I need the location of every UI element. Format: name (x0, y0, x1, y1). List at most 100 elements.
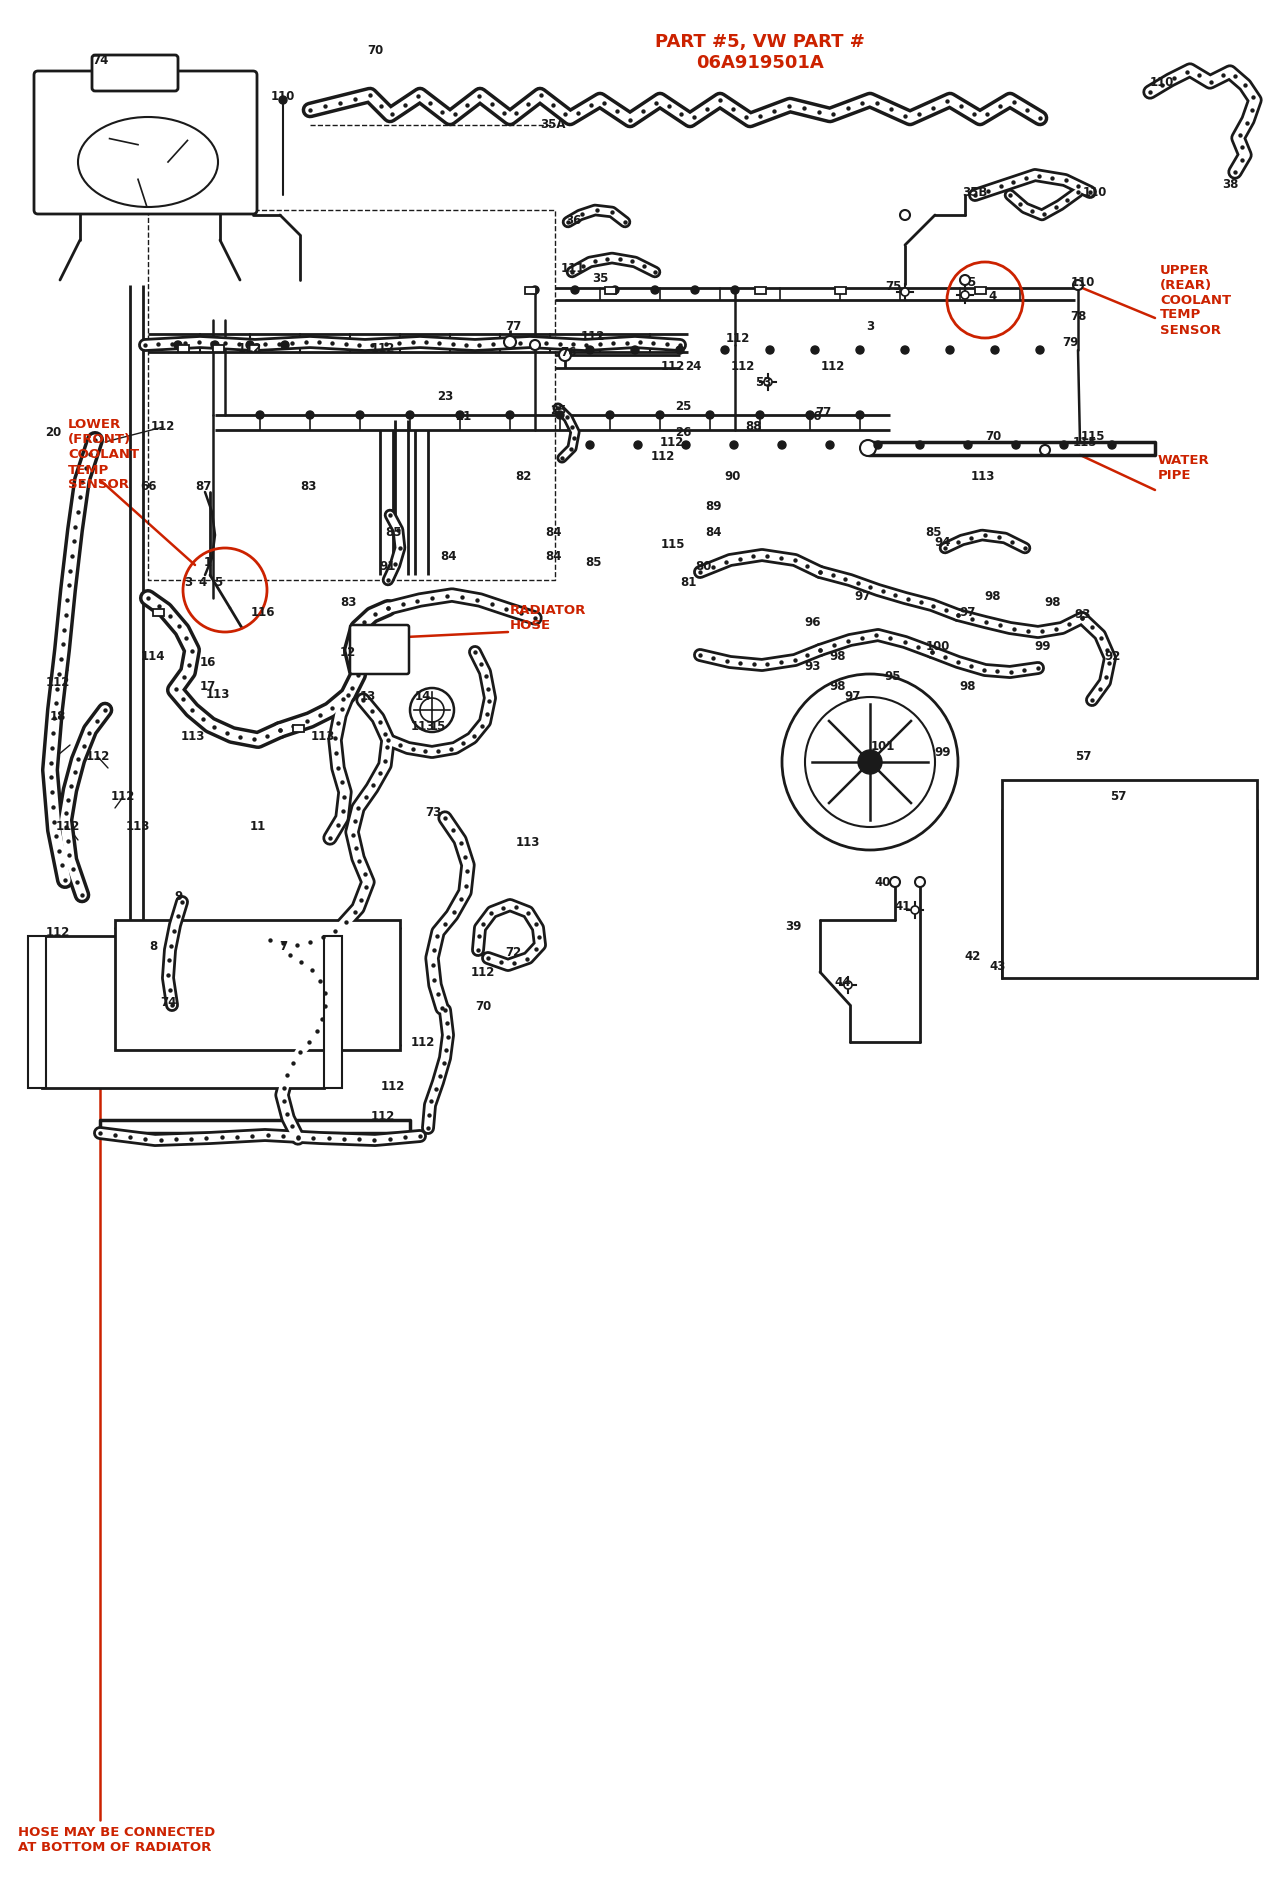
Point (573, 251, 593, 281)
Text: 17: 17 (200, 681, 216, 694)
Point (656, 328, 677, 358)
Text: 42: 42 (964, 951, 981, 964)
Circle shape (559, 349, 570, 360)
Point (977, 98, 998, 128)
Point (407, 585, 427, 615)
Circle shape (766, 345, 774, 355)
Circle shape (691, 287, 700, 294)
Circle shape (911, 905, 920, 915)
Point (148, 330, 169, 360)
Text: 112: 112 (381, 1081, 405, 1094)
Point (322, 692, 343, 722)
Point (1033, 198, 1054, 228)
Point (356, 871, 376, 902)
Point (52, 851, 73, 881)
Text: 98: 98 (830, 651, 847, 664)
Point (120, 1122, 141, 1152)
Point (838, 92, 858, 123)
Point (555, 100, 576, 130)
Circle shape (916, 441, 923, 449)
Point (63, 852, 83, 883)
Point (779, 91, 799, 121)
Point (58, 785, 78, 815)
Point (1225, 157, 1246, 187)
Point (353, 685, 373, 715)
Text: 112: 112 (56, 820, 81, 834)
Point (308, 328, 329, 358)
Text: 70: 70 (475, 1000, 491, 1013)
Point (430, 1062, 450, 1092)
Point (872, 577, 893, 607)
Text: 35A: 35A (540, 119, 565, 132)
Text: 98: 98 (985, 590, 1001, 604)
Point (54, 615, 74, 645)
Point (375, 745, 395, 775)
Text: 57: 57 (1110, 790, 1127, 803)
Point (333, 796, 353, 826)
Point (435, 909, 455, 939)
Point (480, 687, 500, 717)
Point (885, 581, 906, 611)
Point (269, 328, 289, 358)
Text: 88: 88 (744, 421, 761, 434)
Text: HOSE MAY BE CONNECTED
AT BOTTOM OF RADIATOR: HOSE MAY BE CONNECTED AT BOTTOM OF RADIA… (18, 1826, 215, 1854)
Point (334, 781, 354, 811)
Point (469, 81, 490, 111)
Text: 83: 83 (340, 596, 356, 609)
Point (315, 977, 335, 1007)
Point (370, 758, 390, 788)
Point (437, 1022, 458, 1052)
Text: 112: 112 (660, 436, 684, 449)
Point (922, 92, 943, 123)
Point (168, 902, 188, 932)
Point (310, 700, 330, 730)
Point (205, 711, 225, 741)
Text: 98: 98 (1045, 596, 1062, 609)
Point (467, 585, 487, 615)
Text: 73: 73 (425, 805, 441, 819)
Point (443, 815, 463, 845)
Point (922, 637, 943, 668)
Point (42, 732, 63, 762)
Point (41, 762, 61, 792)
Point (166, 1124, 187, 1154)
Ellipse shape (78, 117, 217, 207)
Point (880, 622, 900, 653)
Point (408, 81, 428, 111)
Bar (1001, 781, 1257, 979)
Text: 113: 113 (125, 820, 150, 834)
Point (496, 328, 517, 358)
Text: 21: 21 (455, 411, 471, 424)
Text: 85: 85 (925, 526, 941, 539)
Text: 95: 95 (885, 671, 902, 683)
Point (963, 100, 984, 130)
Point (643, 328, 664, 358)
Circle shape (946, 345, 954, 355)
Text: 100: 100 (926, 641, 950, 654)
Point (472, 711, 492, 741)
Circle shape (890, 877, 900, 886)
Text: 3: 3 (184, 575, 192, 588)
Text: 112: 112 (581, 330, 605, 343)
Point (161, 930, 182, 960)
Text: 97: 97 (845, 690, 861, 703)
Point (211, 1122, 231, 1152)
Circle shape (804, 698, 935, 826)
Circle shape (859, 439, 876, 456)
Point (1082, 613, 1102, 643)
Point (283, 711, 303, 741)
Point (422, 951, 443, 981)
Text: 43: 43 (990, 960, 1007, 973)
Point (558, 207, 578, 238)
Point (290, 1037, 311, 1067)
Point (347, 619, 367, 649)
Point (395, 91, 416, 121)
Point (808, 96, 829, 126)
Point (49, 658, 69, 688)
Circle shape (606, 411, 614, 419)
Point (961, 522, 981, 553)
Point (179, 649, 200, 679)
Point (325, 915, 345, 945)
Point (61, 771, 82, 802)
Point (180, 1124, 201, 1154)
